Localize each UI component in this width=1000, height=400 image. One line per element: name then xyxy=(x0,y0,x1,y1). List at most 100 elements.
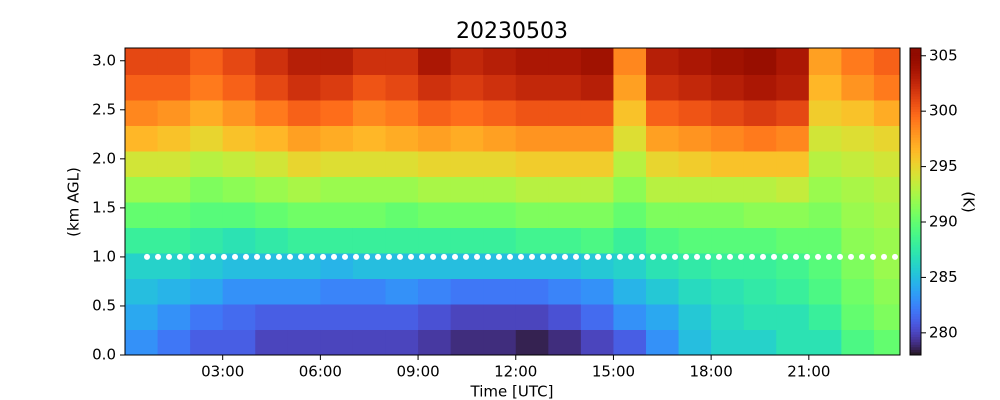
colorbar-step xyxy=(910,63,921,67)
y-tick-label: 2.5 xyxy=(92,100,116,118)
colorbar-tick-label: 290 xyxy=(929,213,958,231)
heat-cell xyxy=(711,329,745,356)
colorbar-step xyxy=(910,280,921,284)
colorbar-step xyxy=(910,119,921,123)
heat-cell xyxy=(776,252,810,279)
colorbar-step xyxy=(910,58,921,62)
colorbar-step xyxy=(910,99,921,103)
heat-cell xyxy=(873,227,901,254)
heat-cell xyxy=(776,278,810,305)
y-tick-label: 1.0 xyxy=(92,247,116,265)
x-tick-label: 06:00 xyxy=(299,363,342,381)
heat-cell xyxy=(580,329,614,356)
colorbar-step xyxy=(910,181,921,185)
heat-cell xyxy=(873,125,901,152)
colorbar-step xyxy=(910,311,921,315)
colorbar-tick-label: 300 xyxy=(929,102,958,120)
colorbar-step xyxy=(910,170,921,174)
colorbar-step xyxy=(910,117,921,121)
heat-cell xyxy=(808,99,842,126)
colorbar-step xyxy=(910,158,921,162)
colorbar-step xyxy=(910,252,921,256)
heat-cell xyxy=(320,125,354,152)
heat-cell xyxy=(808,252,842,279)
heat-cell xyxy=(841,303,875,330)
heat-cell xyxy=(678,125,712,152)
heat-cell xyxy=(255,125,289,152)
heat-cell xyxy=(515,99,549,126)
colorbar-step xyxy=(910,53,921,57)
colorbar-step xyxy=(910,71,921,75)
heat-cell xyxy=(320,150,354,177)
heat-cell xyxy=(287,99,321,126)
heat-cell xyxy=(125,99,159,126)
colorbar-step xyxy=(910,316,921,320)
heat-cell xyxy=(711,150,745,177)
x-tick-label: 21:00 xyxy=(787,363,830,381)
heat-cell xyxy=(385,278,419,305)
heat-cell xyxy=(678,176,712,203)
y-tick-label: 1.5 xyxy=(92,198,116,216)
colorbar-step xyxy=(910,83,921,87)
colorbar-step xyxy=(910,244,921,249)
heat-cell xyxy=(255,303,289,330)
heat-cell xyxy=(222,48,256,75)
heat-cell xyxy=(222,303,256,330)
heat-cell xyxy=(548,278,582,305)
heat-cell xyxy=(711,176,745,203)
heat-cell xyxy=(190,125,224,152)
heat-cell xyxy=(287,176,321,203)
heat-cell xyxy=(483,201,517,228)
heat-cell xyxy=(841,125,875,152)
colorbar-step xyxy=(910,285,921,289)
heat-cell xyxy=(808,74,842,101)
heat-cell xyxy=(352,201,387,228)
colorbar-step xyxy=(910,219,921,223)
colorbar-step xyxy=(910,65,921,69)
heat-cell xyxy=(190,252,224,279)
heat-cell xyxy=(255,252,289,279)
heat-cell xyxy=(646,303,680,330)
heat-cell xyxy=(646,125,680,152)
heat-cell xyxy=(678,48,712,75)
heat-cell xyxy=(873,329,901,356)
heat-cell xyxy=(483,176,517,203)
heat-cell xyxy=(255,48,289,75)
heat-cell xyxy=(157,252,191,279)
heat-cell xyxy=(222,74,256,101)
heat-cell xyxy=(352,176,387,203)
heat-cell xyxy=(613,329,647,356)
heat-cell xyxy=(515,329,549,356)
chart-title: 20230503 xyxy=(456,19,568,44)
heat-cell xyxy=(483,227,517,254)
heat-cell xyxy=(646,176,680,203)
heat-cell xyxy=(646,201,680,228)
colorbar-step xyxy=(910,229,921,233)
colorbar-step xyxy=(910,298,921,302)
heat-cell xyxy=(320,99,354,126)
heat-cell xyxy=(515,227,549,254)
colorbar-step xyxy=(910,101,921,105)
heat-cell xyxy=(873,176,901,203)
colorbar-step xyxy=(910,288,921,292)
heat-cell xyxy=(125,150,159,177)
colorbar-step xyxy=(910,191,921,195)
heat-cell xyxy=(287,48,321,75)
heat-cell xyxy=(711,303,745,330)
heat-cell xyxy=(418,99,452,126)
heat-cell xyxy=(287,227,321,254)
heat-cell xyxy=(483,150,517,177)
heat-cell xyxy=(418,48,452,75)
heat-cell xyxy=(287,329,321,356)
heat-cell xyxy=(352,125,387,152)
heat-cell xyxy=(808,329,842,356)
heat-cell xyxy=(548,303,582,330)
heat-cell xyxy=(743,227,777,254)
heat-cell xyxy=(125,74,159,101)
heat-cell xyxy=(580,150,614,177)
heat-cell xyxy=(580,74,614,101)
heat-cell xyxy=(678,99,712,126)
heat-cell xyxy=(190,329,224,356)
heat-cell xyxy=(450,303,484,330)
heat-cell xyxy=(743,99,777,126)
